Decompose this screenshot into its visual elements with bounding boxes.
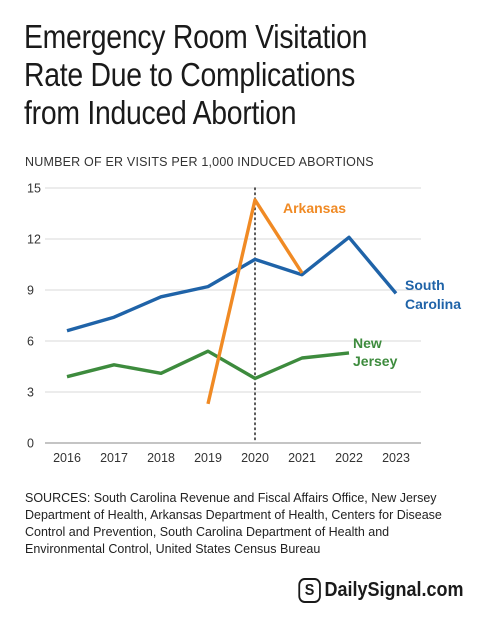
chart-title-line: Emergency Room Visitation [24, 18, 368, 55]
y-tick-label: 12 [27, 233, 41, 247]
series-label-line: South [405, 277, 445, 293]
y-axis: 0 3 6 9 12 15 [27, 182, 41, 451]
x-axis: 2016 2017 2018 2019 2020 2021 2022 2023 [53, 451, 410, 465]
gridlines [45, 187, 421, 444]
series-lines [66, 198, 398, 405]
brand-logo: S DailySignal.com [297, 578, 463, 603]
series-label: Arkansas [283, 200, 346, 216]
x-tick-label: 2020 [241, 451, 269, 465]
sources-note: SOURCES: South Carolina Revenue and Fisc… [25, 491, 442, 556]
x-tick-label: 2019 [194, 451, 222, 465]
y-tick-label: 0 [27, 437, 34, 451]
series-label: South Carolina [405, 277, 461, 312]
x-tick-label: 2021 [288, 451, 316, 465]
chart-subtitle: NUMBER OF ER VISITS PER 1,000 INDUCED AB… [25, 155, 374, 169]
chart-title-line: from Induced Abortion [24, 94, 297, 131]
chart-title: Emergency Room Visitation Rate Due to Co… [24, 18, 402, 132]
chart-title-line: Rate Due to Complications [24, 56, 356, 93]
x-tick-label: 2017 [100, 451, 128, 465]
y-tick-label: 3 [27, 386, 34, 400]
series-label-line: Jersey [353, 353, 398, 369]
series-line [66, 349, 350, 381]
series-label-line: Carolina [405, 296, 461, 312]
series-label: New Jersey [353, 335, 398, 369]
x-tick-label: 2023 [382, 451, 410, 465]
brand-name: DailySignal.com [323, 579, 463, 601]
x-tick-label: 2018 [147, 451, 175, 465]
y-tick-label: 15 [27, 182, 41, 196]
series-labels: South Carolina Arkansas New Jersey [283, 200, 461, 369]
series-line [66, 235, 398, 333]
series-label-line: Arkansas [283, 200, 346, 216]
y-tick-label: 9 [27, 284, 34, 298]
y-tick-label: 6 [27, 335, 34, 349]
x-tick-label: 2022 [335, 451, 363, 465]
series-label-line: New [353, 335, 382, 351]
dollar-s-logo-icon: S [297, 578, 321, 603]
series-line [206, 198, 304, 405]
x-tick-label: 2016 [53, 451, 81, 465]
